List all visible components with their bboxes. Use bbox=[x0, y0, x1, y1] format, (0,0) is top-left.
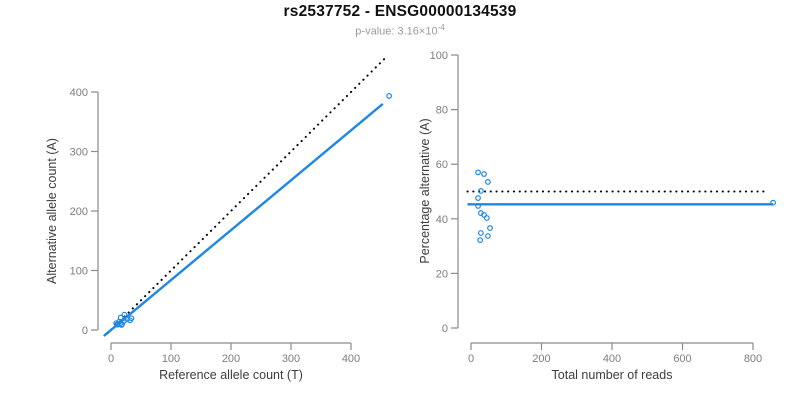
left-plot: 0 100 200 300 400 0 100 200 300 400 Reference all… bbox=[45, 55, 393, 382]
data-point bbox=[475, 203, 481, 209]
data-point bbox=[386, 93, 393, 99]
data-point bbox=[477, 230, 484, 236]
x-tick-label: 300 bbox=[282, 353, 300, 365]
data-point bbox=[487, 225, 493, 231]
data-point bbox=[477, 188, 484, 194]
data-point bbox=[475, 169, 481, 176]
x-tick-label: 100 bbox=[162, 353, 180, 365]
y-tick-label: 300 bbox=[70, 147, 88, 159]
y-tick-label: 100 bbox=[70, 266, 88, 278]
y-tick-label: 400 bbox=[70, 87, 88, 99]
data-point bbox=[121, 311, 128, 318]
y-tick-label: 40 bbox=[436, 214, 448, 226]
y-tick-label: 80 bbox=[436, 105, 448, 117]
p-value-text: p-value: 3.16×10 bbox=[355, 25, 438, 38]
x-tick-label: 400 bbox=[603, 353, 621, 365]
x-tick-label: 200 bbox=[532, 353, 550, 365]
right-plot-marks: 0 200 400 600 800 0 20 40 60 80 100 bbox=[430, 50, 776, 365]
y-tick-label: 100 bbox=[430, 50, 448, 62]
right-x-axis-title: Total number of reads bbox=[552, 368, 673, 382]
data-point bbox=[481, 212, 487, 218]
right-plot: 0 200 400 600 800 0 20 40 60 80 100 Total number o… bbox=[418, 50, 776, 382]
data-point bbox=[118, 322, 125, 328]
data-point bbox=[127, 317, 133, 324]
fit-line bbox=[103, 102, 384, 337]
right-y-axis-title: Percentage alternative (A) bbox=[418, 118, 432, 263]
data-point bbox=[485, 179, 491, 185]
x-tick-label: 200 bbox=[222, 353, 240, 365]
p-value-exponent: -4 bbox=[437, 23, 445, 32]
data-point bbox=[770, 199, 776, 206]
x-tick-label: 400 bbox=[342, 353, 360, 365]
y-tick-label: 200 bbox=[70, 206, 88, 218]
y-tick-label: 60 bbox=[436, 159, 448, 171]
x-tick-label: 0 bbox=[468, 353, 474, 365]
x-tick-label: 600 bbox=[673, 353, 691, 365]
x-tick-label: 0 bbox=[108, 353, 114, 365]
data-point bbox=[475, 195, 481, 201]
left-plot-marks: 0 100 200 300 400 0 100 200 300 400 bbox=[70, 55, 393, 365]
y-tick-label: 0 bbox=[82, 325, 88, 337]
data-point bbox=[481, 171, 487, 177]
left-x-axis-title: Reference allele count (T) bbox=[159, 368, 303, 382]
y-tick-label: 0 bbox=[442, 323, 448, 335]
data-point bbox=[485, 233, 491, 239]
identity-line bbox=[107, 55, 388, 334]
p-value-subtitle: p-value: 3.16×10-4 bbox=[0, 23, 800, 38]
left-y-axis-title: Alternative allele count (A) bbox=[45, 138, 59, 284]
figure-title: rs2537752 - ENSG00000134539 bbox=[283, 3, 517, 20]
x-tick-label: 800 bbox=[744, 353, 762, 365]
data-point bbox=[477, 237, 484, 243]
y-tick-label: 20 bbox=[436, 268, 448, 280]
data-point bbox=[483, 215, 490, 221]
